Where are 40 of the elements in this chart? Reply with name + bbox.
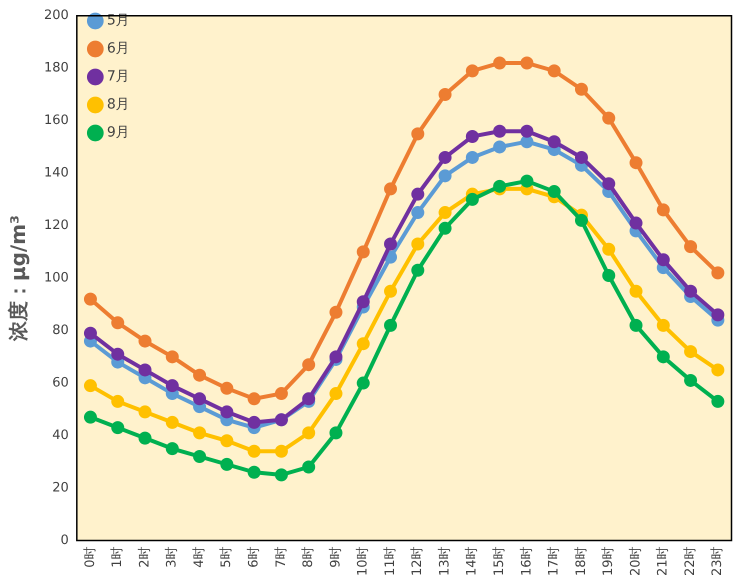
- y-tick-label: 80: [52, 322, 69, 338]
- x-tick-label: 8时: [301, 546, 316, 568]
- x-tick-label: 1时: [110, 546, 126, 568]
- y-tick-label: 60: [52, 375, 69, 390]
- y-tick-label: 180: [44, 60, 69, 76]
- x-tick-label: 18时: [574, 546, 589, 576]
- y-tick-label: 100: [44, 270, 69, 286]
- y-tick-label: 20: [52, 480, 69, 496]
- legend-label: 9月: [106, 124, 130, 141]
- x-tick-label: 0时: [82, 546, 98, 568]
- legend-label: 6月: [106, 40, 130, 57]
- x-tick-label: 5时: [219, 546, 234, 568]
- x-tick-label: 4时: [192, 546, 207, 568]
- y-tick-label: 40: [52, 428, 69, 443]
- x-tick-label: 3时: [164, 546, 180, 568]
- x-tick-label: 19时: [601, 546, 616, 576]
- x-tick-label: 11时: [382, 546, 398, 576]
- x-tick-label: 14时: [464, 546, 480, 576]
- x-tick-label: 6时: [246, 546, 262, 568]
- x-tick-label: 10时: [356, 546, 371, 576]
- x-tick-label: 2时: [137, 546, 152, 568]
- x-tick-label: 15时: [492, 546, 508, 576]
- y-tick-label: 200: [44, 8, 69, 24]
- x-tick-label: 23时: [710, 546, 726, 576]
- x-tick-label: 16时: [519, 546, 534, 576]
- legend-label: 7月: [106, 68, 130, 85]
- y-axis-title: 浓度：μg/m³: [6, 215, 30, 342]
- x-tick-label: 21时: [656, 546, 671, 576]
- x-tick-label: 12时: [410, 546, 426, 576]
- y-tick-label: 0: [60, 532, 69, 548]
- legend-label: 8月: [106, 96, 130, 113]
- x-tick-label: 7时: [274, 546, 289, 568]
- x-tick-label: 20时: [628, 546, 644, 576]
- y-tick-label: 160: [44, 113, 69, 128]
- y-tick-label: 140: [44, 166, 69, 181]
- x-tick-label: 22时: [682, 546, 698, 576]
- x-tick-label: 17时: [546, 546, 562, 576]
- x-tick-label: 9时: [328, 546, 344, 568]
- y-tick-label: 120: [44, 218, 69, 234]
- x-tick-label: 13时: [437, 546, 452, 576]
